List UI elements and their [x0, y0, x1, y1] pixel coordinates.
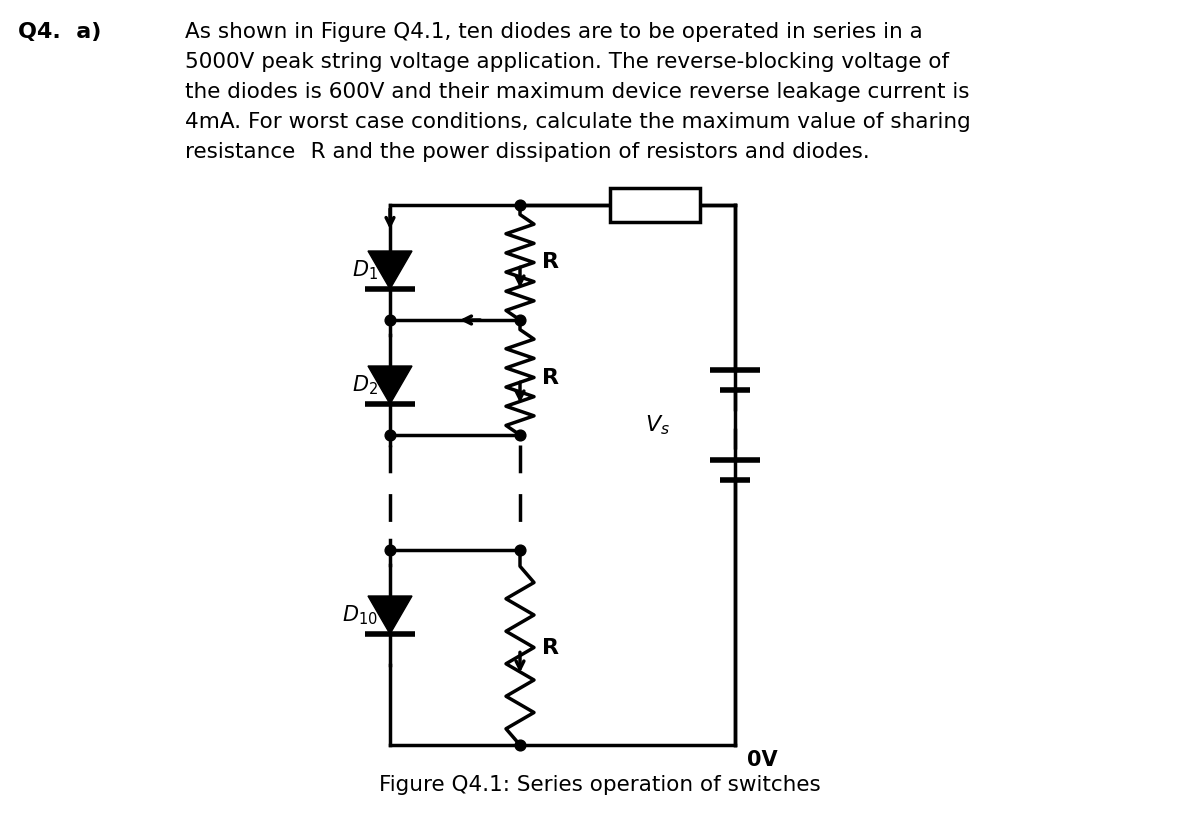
Text: Q4.  a): Q4. a)	[18, 22, 101, 42]
Text: R: R	[542, 253, 559, 272]
Text: R: R	[542, 638, 559, 658]
Point	[380, 314, 400, 327]
Text: the diodes is 600V and their maximum device reverse leakage current is: the diodes is 600V and their maximum dev…	[185, 82, 970, 102]
Polygon shape	[368, 596, 412, 634]
Text: 5000V peak string voltage application. The reverse-blocking voltage of: 5000V peak string voltage application. T…	[185, 52, 949, 72]
Point	[510, 198, 529, 212]
Polygon shape	[368, 366, 412, 404]
Text: R: R	[542, 368, 559, 388]
Point	[510, 429, 529, 442]
Text: 4mA. For worst case conditions, calculate the maximum value of sharing: 4mA. For worst case conditions, calculat…	[185, 112, 971, 132]
Point	[380, 543, 400, 556]
Text: $D_{10}$: $D_{10}$	[342, 603, 378, 627]
FancyBboxPatch shape	[610, 188, 700, 222]
Text: $V_s$: $V_s$	[646, 413, 670, 437]
Text: $D_2$: $D_2$	[352, 373, 378, 397]
Text: As shown in Figure Q4.1, ten diodes are to be operated in series in a: As shown in Figure Q4.1, ten diodes are …	[185, 22, 923, 42]
Point	[510, 543, 529, 556]
Text: Figure Q4.1: Series operation of switches: Figure Q4.1: Series operation of switche…	[379, 775, 821, 795]
Polygon shape	[368, 251, 412, 289]
Point	[510, 314, 529, 327]
Text: $D_1$: $D_1$	[352, 258, 378, 281]
Point	[380, 429, 400, 442]
Point	[510, 738, 529, 751]
Text: 0V: 0V	[746, 750, 778, 770]
Text: resistance   R and the power dissipation of resistors and diodes.: resistance R and the power dissipation o…	[185, 142, 870, 162]
